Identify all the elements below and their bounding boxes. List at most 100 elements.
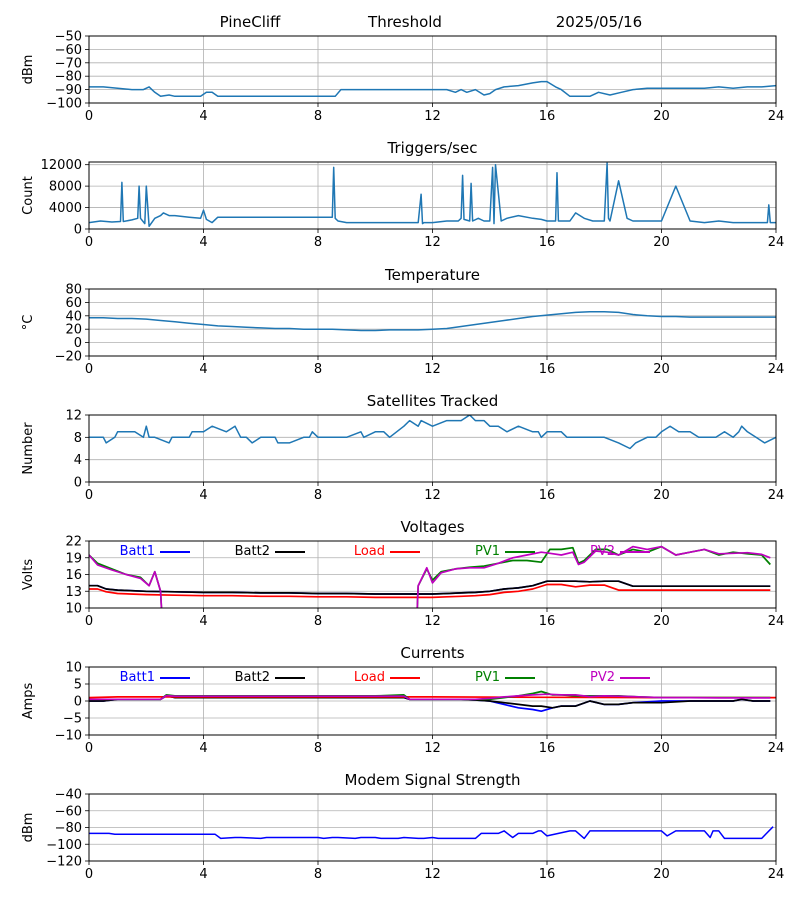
legend-label: PV1 [475,670,500,685]
y-tick-label: −70 [55,56,82,71]
x-tick-label: 8 [314,488,322,503]
x-tick-label: 8 [314,109,322,124]
x-tick-label: 4 [199,867,207,882]
series-group [89,162,776,228]
legend-label: PV2 [590,544,615,559]
x-tick-label: 24 [768,235,785,250]
chart-title: Voltages [400,518,464,536]
y-tick-label: 0 [74,223,82,238]
legend-label: Batt2 [235,670,270,685]
x-tick-label: 0 [85,109,93,124]
x-tick-label: 4 [199,614,207,629]
x-tick-label: 20 [653,362,670,377]
x-tick-label: 0 [85,741,93,756]
x-tick-label: 12 [424,362,441,377]
y-axis-label: dBm [21,813,36,843]
panel-modem: 0 4 8 12 16 20 24 −120 −100 −80 −60−40 Modem Signal… [21,771,784,882]
series-line-modem [89,826,774,840]
legend-label: Batt1 [120,544,155,559]
chart-title: Modem Signal Strength [345,771,521,789]
x-tick-label: 24 [768,488,785,503]
y-tick-label: −40 [55,788,82,803]
y-tick-label: −10 [55,729,82,744]
y-tick-label: −5 [63,712,82,727]
x-tick-label: 16 [539,109,556,124]
y-tick-label: 12000 [41,158,82,173]
y-tick-label: −20 [55,350,82,365]
legend-label: PV1 [475,544,500,559]
x-tick-label: 8 [314,362,322,377]
chart-title: Currents [400,644,464,662]
y-tick-label: −60 [55,43,82,58]
x-tick-label: 0 [85,362,93,377]
x-tick-label: 16 [539,867,556,882]
y-tick-label: 12 [65,409,82,424]
panel-satellites: 0 4 8 12 16 20 24 0 4 8 12 Satellites Tracked Number [21,392,784,503]
y-tick-label: −100 [46,97,82,112]
header-date: 2025/05/16 [556,13,642,31]
y-tick-label: 4 [74,453,82,468]
x-tick-label: 24 [768,614,785,629]
legend-label: Load [354,670,385,685]
y-tick-label: 0 [74,476,82,491]
y-tick-label: 4000 [49,201,82,216]
series-line-signal [89,80,776,98]
series-line-pv2 [89,693,771,701]
series-group [89,826,774,840]
x-tick-label: 12 [424,867,441,882]
header-mode: Threshold [367,13,442,31]
y-axis-label: dBm [21,55,36,85]
x-tick-label: 20 [653,109,670,124]
x-tick-label: 16 [539,614,556,629]
x-tick-label: 0 [85,488,93,503]
chart-title: Satellites Tracked [367,392,498,410]
x-tick-label: 12 [424,109,441,124]
x-tick-label: 20 [653,867,670,882]
y-tick-label: −60 [55,804,82,819]
legend-label: Batt1 [120,670,155,685]
y-tick-label: 8000 [49,180,82,195]
x-tick-label: 16 [539,362,556,377]
y-tick-label: −100 [46,838,82,853]
x-tick-label: 16 [539,741,556,756]
y-tick-label: −50 [55,30,82,45]
y-tick-label: −90 [55,83,82,98]
x-tick-label: 4 [199,741,207,756]
series-line-satellites [89,415,776,450]
panel-signal: 0 4 8 12 16 20 24 −100−90−80−70−60−50 dBm [21,30,784,125]
x-tick-label: 24 [768,362,785,377]
y-tick-label: −80 [55,70,82,85]
y-tick-label: 8 [74,431,82,446]
series-line-batt2 [89,580,771,595]
y-tick-label: −80 [55,821,82,836]
x-tick-label: 8 [314,235,322,250]
x-tick-label: 4 [199,109,207,124]
x-tick-label: 20 [653,741,670,756]
x-tick-label: 24 [768,741,785,756]
x-tick-label: 4 [199,362,207,377]
x-tick-label: 12 [424,235,441,250]
x-tick-label: 20 [653,488,670,503]
y-axis-label: Amps [21,682,36,719]
series-line-triggers [89,162,776,228]
series-line-temperature [89,311,776,332]
series-group [89,690,776,713]
x-tick-label: 16 [539,235,556,250]
x-tick-label: 20 [653,614,670,629]
series-line-pv2 [89,545,771,608]
series-group [89,311,776,332]
chart-title: Triggers/sec [387,139,478,157]
y-tick-label: 19 [65,551,82,566]
y-tick-label: 60 [65,296,82,311]
y-tick-label: 40 [65,309,82,324]
y-axis-label: °C [21,315,36,331]
legend-label: Batt2 [235,544,270,559]
series-group [89,415,776,450]
y-tick-label: 10 [65,602,82,617]
header-station: PineCliff [220,13,281,31]
x-tick-label: 12 [424,741,441,756]
x-tick-label: 0 [85,614,93,629]
